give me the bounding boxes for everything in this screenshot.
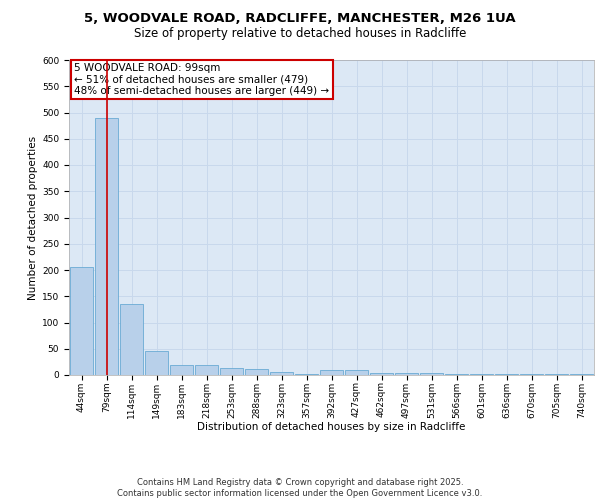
Bar <box>545 374 568 375</box>
Bar <box>370 374 393 375</box>
X-axis label: Distribution of detached houses by size in Radcliffe: Distribution of detached houses by size … <box>197 422 466 432</box>
Bar <box>345 370 368 375</box>
Bar <box>295 374 318 375</box>
Bar <box>120 304 143 375</box>
Text: 5 WOODVALE ROAD: 99sqm
← 51% of detached houses are smaller (479)
48% of semi-de: 5 WOODVALE ROAD: 99sqm ← 51% of detached… <box>74 63 329 96</box>
Bar <box>170 364 193 375</box>
Bar <box>220 368 243 375</box>
Bar <box>70 268 93 375</box>
Bar <box>445 374 468 375</box>
Bar <box>145 352 168 375</box>
Text: 5, WOODVALE ROAD, RADCLIFFE, MANCHESTER, M26 1UA: 5, WOODVALE ROAD, RADCLIFFE, MANCHESTER,… <box>84 12 516 26</box>
Bar <box>520 374 543 375</box>
Bar <box>270 372 293 375</box>
Text: Contains HM Land Registry data © Crown copyright and database right 2025.
Contai: Contains HM Land Registry data © Crown c… <box>118 478 482 498</box>
Text: Size of property relative to detached houses in Radcliffe: Size of property relative to detached ho… <box>134 28 466 40</box>
Bar <box>495 374 518 375</box>
Bar <box>395 374 418 375</box>
Bar <box>95 118 118 375</box>
Bar <box>320 370 343 375</box>
Y-axis label: Number of detached properties: Number of detached properties <box>28 136 38 300</box>
Bar <box>245 368 268 375</box>
Bar <box>420 374 443 375</box>
Bar <box>570 374 593 375</box>
Bar <box>195 364 218 375</box>
Bar <box>470 374 493 375</box>
